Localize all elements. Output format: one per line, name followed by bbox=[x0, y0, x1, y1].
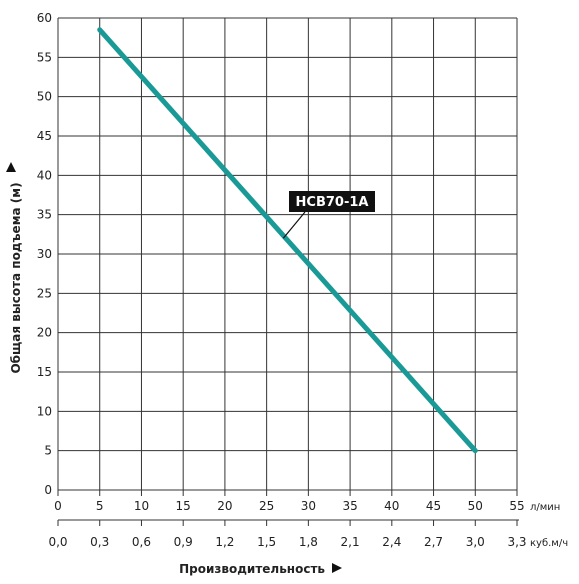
series-annotation: HCB70-1A bbox=[282, 191, 375, 239]
annotation-label: HCB70-1A bbox=[296, 195, 369, 210]
y-tick-label: 15 bbox=[37, 365, 52, 379]
y-tick-label: 0 bbox=[44, 483, 52, 497]
series-line-0 bbox=[97, 27, 478, 454]
secondary-tick-label: 1,5 bbox=[257, 535, 276, 549]
series-layer bbox=[97, 27, 478, 454]
secondary-tick-label: 2,7 bbox=[424, 535, 443, 549]
x-tick-label: 25 bbox=[259, 499, 274, 513]
y-axis-title-group: Общая высота подъема (м) bbox=[6, 162, 23, 374]
secondary-tick-label: 2,1 bbox=[341, 535, 360, 549]
x-tick-label: 20 bbox=[217, 499, 232, 513]
x-tick-label: 55 bbox=[509, 499, 524, 513]
secondary-tick-label: 0,9 bbox=[174, 535, 193, 549]
x-tick-label: 45 bbox=[426, 499, 441, 513]
y-tick-label: 60 bbox=[37, 11, 52, 25]
x-axis-unit: л/мин bbox=[530, 502, 560, 513]
y-tick-label: 10 bbox=[37, 404, 52, 418]
x-axis-arrow-icon bbox=[332, 563, 342, 573]
y-tick-label: 25 bbox=[37, 286, 52, 300]
secondary-tick-label: 0,3 bbox=[90, 535, 109, 549]
x-axis-title: Производительность bbox=[179, 562, 325, 576]
grid bbox=[57, 17, 518, 496]
secondary-tick-label: 1,2 bbox=[215, 535, 234, 549]
y-tick-label: 30 bbox=[37, 247, 52, 261]
secondary-tick-label: 3,3 bbox=[507, 535, 526, 549]
x-tick-label: 35 bbox=[342, 499, 357, 513]
x-axis-title-group: Производительность bbox=[179, 562, 342, 576]
y-tick-label: 5 bbox=[44, 444, 52, 458]
secondary-x-axis-unit: куб.м/ч bbox=[530, 538, 568, 549]
y-tick-label: 20 bbox=[37, 326, 52, 340]
annotation-leader-line bbox=[282, 211, 306, 239]
secondary-tick-label: 0,6 bbox=[132, 535, 151, 549]
y-tick-label: 40 bbox=[37, 168, 52, 182]
y-tick-label: 45 bbox=[37, 129, 52, 143]
x-tick-label: 10 bbox=[134, 499, 149, 513]
secondary-tick-label: 3,0 bbox=[466, 535, 485, 549]
secondary-tick-label: 2,4 bbox=[382, 535, 401, 549]
y-tick-label: 50 bbox=[37, 90, 52, 104]
annotation-box bbox=[289, 191, 375, 212]
x-tick-label: 30 bbox=[301, 499, 316, 513]
x-tick-label: 40 bbox=[384, 499, 399, 513]
secondary-x-axis: 0,0 0,3 0,6 0,9 1,2 1,5 1,8 2,1 2,4 2,7 3,0 3,3 bbox=[48, 519, 527, 549]
y-tick-label: 35 bbox=[37, 208, 52, 222]
secondary-tick-label: 1,8 bbox=[299, 535, 318, 549]
x-tick-label: 15 bbox=[176, 499, 191, 513]
x-tick-label: 0 bbox=[54, 499, 62, 513]
x-axis-ticks: 0 5 10 15 20 25 30 35 40 45 50 55 bbox=[54, 499, 524, 513]
y-tick-label: 55 bbox=[37, 50, 52, 64]
y-axis-arrow-icon bbox=[6, 162, 16, 172]
x-tick-label: 50 bbox=[468, 499, 483, 513]
secondary-tick-label: 0,0 bbox=[48, 535, 67, 549]
y-axis-title: Общая высота подъема (м) bbox=[9, 182, 23, 373]
x-tick-label: 5 bbox=[96, 499, 104, 513]
y-axis-ticks: 0 5 10 15 20 25 30 35 40 45 50 55 60 bbox=[37, 11, 52, 497]
